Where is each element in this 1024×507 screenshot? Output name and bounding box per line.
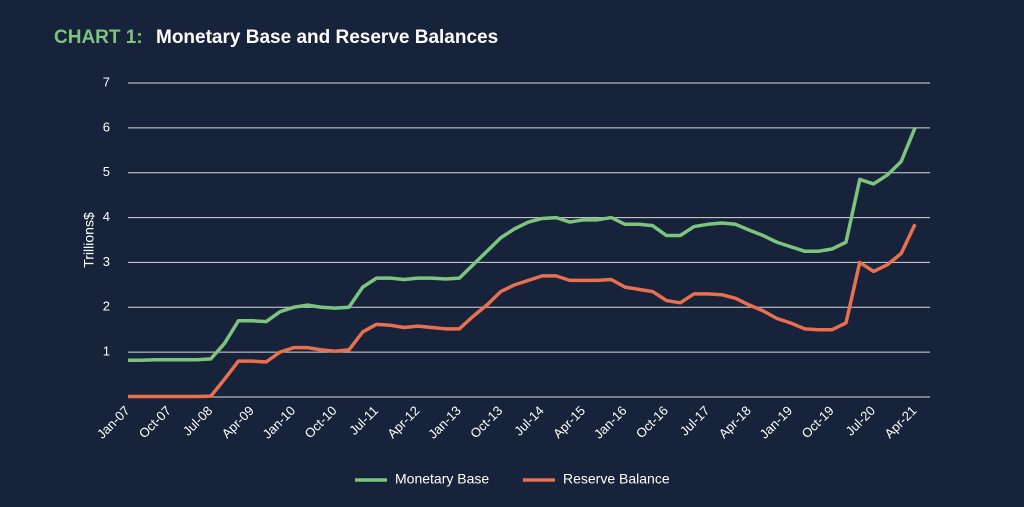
y-tick-label: 7 xyxy=(103,74,110,89)
y-tick-label: 2 xyxy=(103,299,110,314)
line-series xyxy=(128,223,917,399)
y-tick-label: 3 xyxy=(103,254,110,269)
line-series xyxy=(128,127,917,362)
y-tick-label: 5 xyxy=(103,164,110,179)
y-axis-label: Trillions$ xyxy=(81,212,97,268)
y-tick-label: 6 xyxy=(103,119,110,134)
y-tick-label: 4 xyxy=(103,209,110,224)
chart-title: Monetary Base and Reserve Balances xyxy=(156,27,498,48)
y-tick-label: 1 xyxy=(103,344,110,359)
legend-label: Monetary Base xyxy=(395,471,489,487)
chart-title-prefix: CHART 1: xyxy=(54,27,143,48)
legend-label: Reserve Balance xyxy=(563,471,670,487)
